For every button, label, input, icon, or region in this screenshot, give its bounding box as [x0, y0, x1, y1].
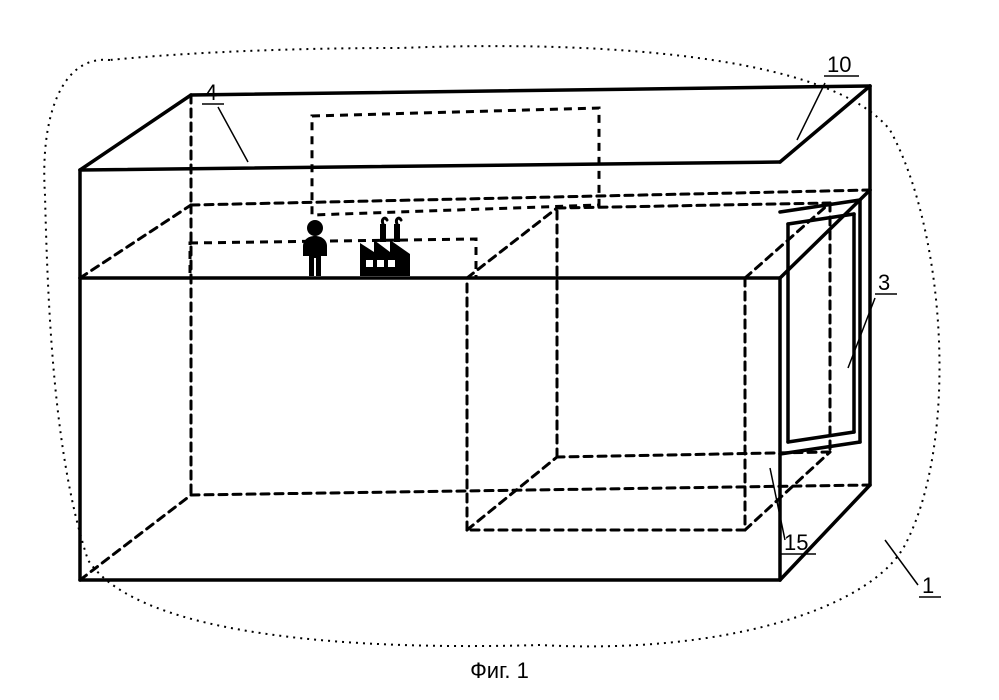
label-10: 10: [827, 52, 851, 77]
label-3: 3: [878, 270, 890, 295]
label-1: 1: [922, 573, 934, 598]
figure-caption: Фиг. 1: [0, 658, 999, 684]
label-4: 4: [205, 80, 217, 105]
figure-svg: 4 10 3 15 1: [0, 0, 999, 700]
label-15: 15: [784, 530, 808, 555]
person-icon: [303, 220, 327, 276]
factory-icon: [360, 218, 410, 276]
